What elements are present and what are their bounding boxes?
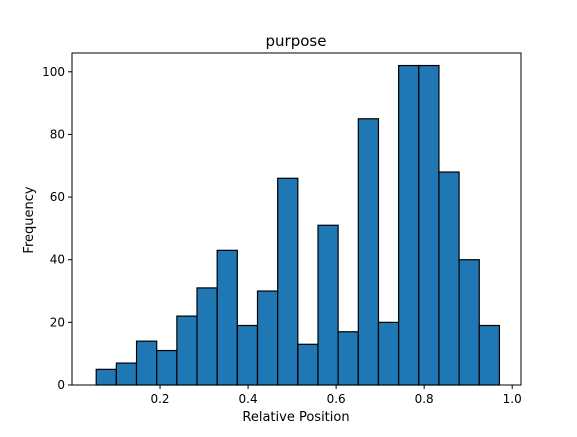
plot-frame: [71, 52, 522, 386]
y-tick-label: 20: [50, 315, 65, 329]
y-tick-label: 100: [42, 65, 65, 79]
histogram-bar: [297, 343, 319, 386]
histogram-bar: [277, 177, 299, 386]
histogram-bar: [236, 324, 259, 386]
histogram-bar: [115, 362, 138, 386]
histogram-bar: [317, 224, 339, 386]
y-tick-label: 0: [57, 378, 65, 392]
y-axis-label: Frequency: [22, 186, 37, 253]
histogram-bar: [95, 368, 117, 386]
histogram-bar: [135, 340, 158, 386]
x-tick-label: 0.6: [327, 392, 346, 406]
histogram-bar: [176, 315, 198, 386]
x-axis-label: Relative Position: [242, 410, 349, 425]
histogram-bar: [357, 118, 380, 386]
ticks-layer: 0.2 0.4 0.6 0.8 1.0 0 20 40 60 80 100: [42, 65, 522, 406]
histogram-bar: [196, 287, 218, 386]
histogram-bar: [398, 64, 420, 386]
y-tick-label: 80: [50, 127, 65, 141]
y-tick-label: 60: [50, 190, 65, 204]
histogram-bar: [418, 64, 440, 386]
chart-title: purpose: [266, 32, 327, 50]
x-tick-label: 0.8: [415, 392, 434, 406]
histogram-bar: [478, 324, 501, 386]
bars-layer: [95, 64, 501, 386]
y-tick-label: 40: [50, 253, 65, 267]
histogram-bar: [438, 171, 460, 386]
histogram-bar: [377, 321, 400, 386]
x-tick-label: 1.0: [503, 392, 522, 406]
x-tick-label: 0.2: [150, 392, 169, 406]
histogram-bar: [458, 259, 480, 386]
histogram-bar: [216, 249, 238, 386]
histogram-bar: [337, 331, 359, 386]
histogram-bar: [156, 349, 178, 386]
x-tick-label: 0.4: [239, 392, 258, 406]
histogram-bar: [256, 290, 279, 386]
